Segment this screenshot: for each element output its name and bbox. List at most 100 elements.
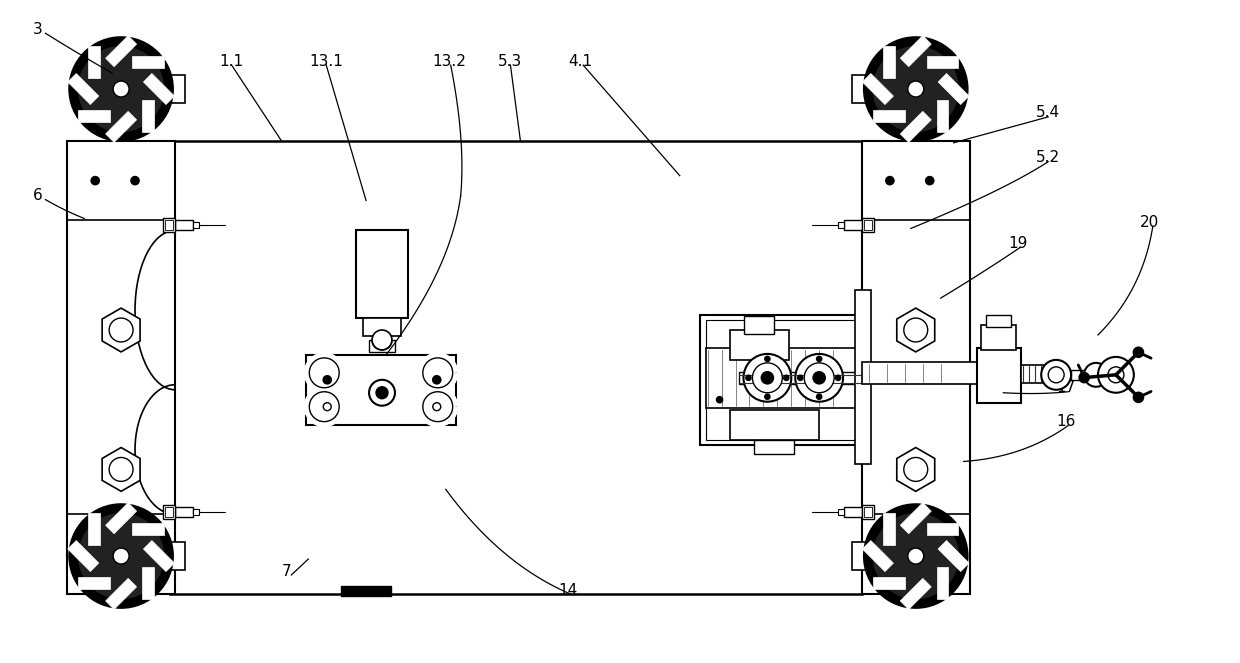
Bar [1071, 370, 1096, 380]
Polygon shape [131, 56, 164, 68]
Polygon shape [68, 74, 99, 105]
Bar [165, 221, 172, 231]
Circle shape [376, 387, 388, 398]
Circle shape [746, 375, 751, 381]
Polygon shape [900, 36, 931, 67]
Polygon shape [939, 540, 970, 572]
Polygon shape [936, 567, 949, 599]
Polygon shape [68, 540, 99, 572]
Circle shape [761, 372, 774, 384]
Circle shape [805, 363, 835, 392]
Circle shape [433, 376, 440, 384]
Circle shape [1109, 367, 1123, 383]
Bar [363, 318, 401, 336]
Bar [844, 221, 862, 231]
Polygon shape [105, 503, 136, 534]
Bar [852, 75, 872, 103]
Circle shape [872, 45, 960, 133]
Circle shape [797, 375, 802, 381]
Circle shape [784, 375, 789, 381]
Circle shape [1048, 367, 1064, 383]
Circle shape [817, 357, 822, 361]
Bar [862, 141, 970, 594]
Polygon shape [105, 111, 136, 143]
Circle shape [795, 354, 843, 402]
Circle shape [69, 37, 172, 141]
Bar [864, 507, 872, 517]
Circle shape [92, 550, 99, 558]
Circle shape [1097, 357, 1133, 392]
Circle shape [1042, 360, 1071, 390]
Circle shape [113, 548, 129, 564]
Bar [306, 355, 455, 424]
Circle shape [324, 376, 331, 384]
Circle shape [131, 550, 139, 558]
Polygon shape [102, 448, 140, 491]
Text: 7: 7 [281, 564, 291, 579]
Circle shape [904, 318, 928, 342]
Circle shape [813, 372, 825, 384]
Text: 17: 17 [1056, 381, 1075, 395]
Bar [192, 223, 198, 229]
Circle shape [370, 380, 396, 406]
Polygon shape [78, 577, 110, 589]
Circle shape [926, 550, 934, 558]
Polygon shape [131, 523, 164, 535]
Bar [852, 542, 872, 570]
Circle shape [113, 81, 129, 97]
Text: 19: 19 [1008, 236, 1028, 251]
Bar [192, 509, 198, 515]
Text: 4.1: 4.1 [568, 54, 593, 69]
Text: 3: 3 [32, 22, 42, 36]
Bar [729, 410, 820, 440]
Polygon shape [900, 578, 931, 609]
Bar [739, 372, 869, 384]
Text: 6: 6 [32, 188, 42, 203]
Circle shape [324, 402, 331, 410]
Bar [1022, 365, 1056, 383]
Text: 20: 20 [1140, 215, 1159, 230]
Bar [356, 231, 408, 318]
Circle shape [864, 505, 967, 608]
Circle shape [77, 512, 165, 600]
Polygon shape [863, 540, 893, 572]
Polygon shape [897, 308, 935, 352]
Circle shape [109, 318, 133, 342]
Bar [838, 509, 844, 515]
Bar [706, 320, 858, 440]
Circle shape [131, 176, 139, 184]
Bar [175, 221, 192, 231]
Circle shape [1133, 347, 1143, 357]
Circle shape [864, 37, 967, 141]
Circle shape [1079, 373, 1089, 383]
Polygon shape [926, 56, 959, 68]
Circle shape [92, 176, 99, 184]
Polygon shape [883, 46, 895, 78]
Bar [165, 75, 185, 103]
Circle shape [753, 363, 782, 392]
Bar [699, 315, 864, 444]
Polygon shape [883, 513, 895, 545]
Bar [175, 507, 192, 517]
Bar [341, 586, 391, 596]
Circle shape [817, 394, 822, 399]
Bar [844, 507, 862, 517]
Polygon shape [144, 540, 175, 572]
Circle shape [836, 375, 841, 381]
Polygon shape [144, 74, 175, 105]
Bar [987, 315, 1012, 327]
Circle shape [744, 354, 791, 402]
Polygon shape [863, 74, 893, 105]
Text: 16: 16 [1056, 414, 1075, 429]
Polygon shape [939, 74, 970, 105]
Bar [165, 507, 172, 517]
Bar [370, 340, 396, 352]
Text: 5.4: 5.4 [1037, 105, 1060, 121]
Circle shape [885, 176, 894, 184]
Bar [729, 330, 790, 360]
Circle shape [77, 45, 165, 133]
Polygon shape [873, 110, 905, 122]
Bar [162, 505, 175, 519]
Polygon shape [102, 308, 140, 352]
Circle shape [109, 457, 133, 481]
